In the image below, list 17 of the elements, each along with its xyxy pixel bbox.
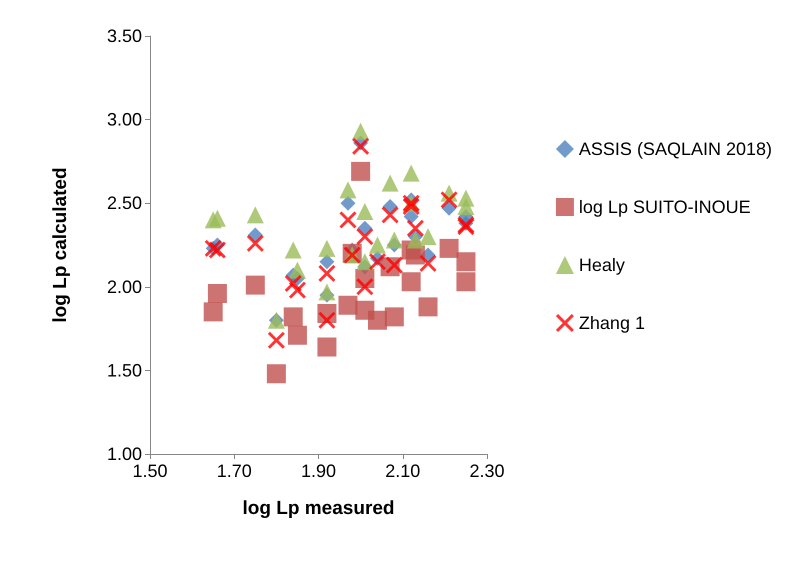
y-tick-label: 3.00 xyxy=(106,110,142,130)
y-tick-label: 1.00 xyxy=(106,444,142,464)
y-axis-title: log Lp calculated xyxy=(50,167,71,323)
x-axis-title: log Lp measured xyxy=(242,498,395,519)
legend-label: log Lp SUITO-INOUE xyxy=(578,197,751,217)
x-tick-label: 1.70 xyxy=(216,461,252,481)
legend-label: ASSIS (SAQLAIN 2018) xyxy=(578,139,772,159)
x-tick-label: 2.10 xyxy=(385,461,420,481)
legend-label: Zhang 1 xyxy=(578,313,645,333)
y-tick-label: 2.00 xyxy=(106,276,142,297)
legend-label: Healy xyxy=(578,255,625,275)
y-tick-label: 1.50 xyxy=(106,360,142,380)
x-tick-label: 2.30 xyxy=(469,461,505,481)
y-tick-label: 3.50 xyxy=(106,26,142,46)
x-tick-label: 1.90 xyxy=(300,461,336,481)
x-tick-label: 1.50 xyxy=(132,461,168,481)
y-tick-label: 2.50 xyxy=(106,193,142,214)
